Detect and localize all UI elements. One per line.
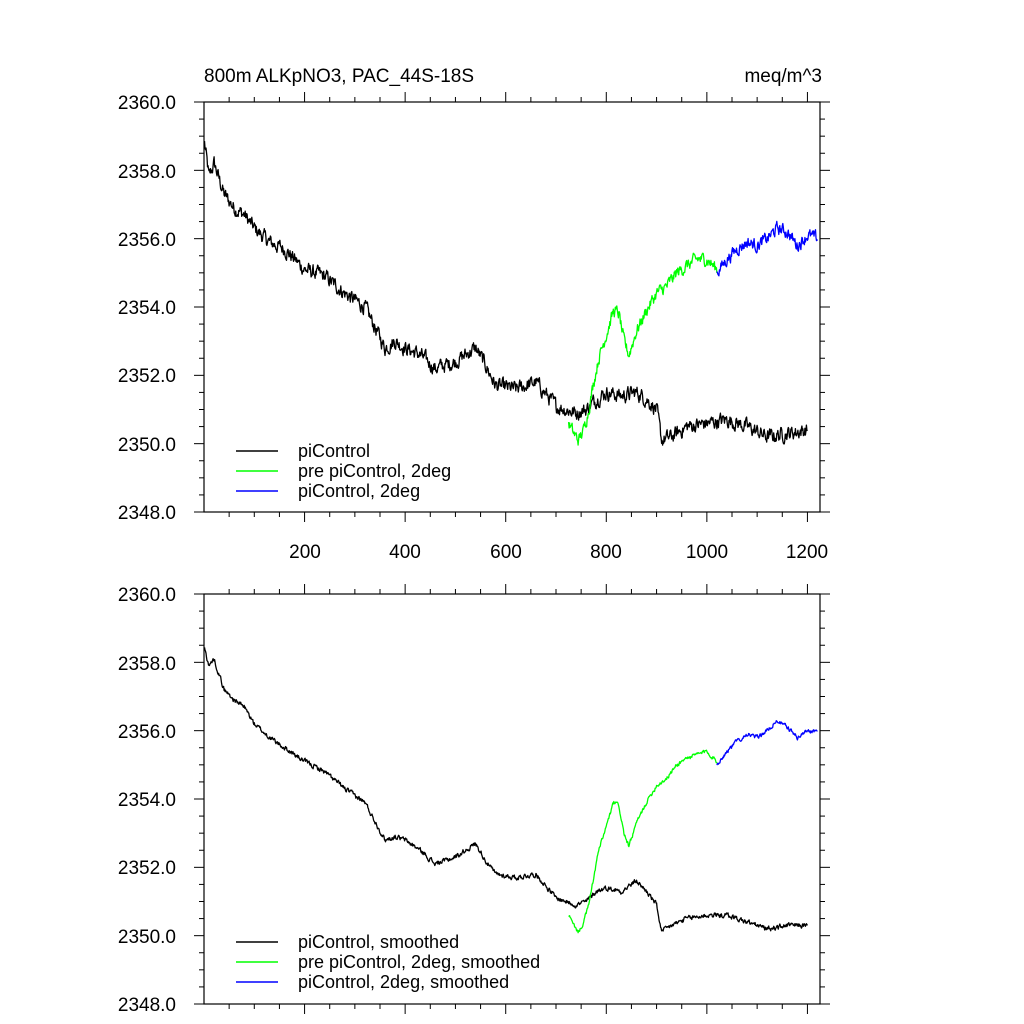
bottom-ytick-label: 2358.0 <box>118 654 176 675</box>
top-ytick-label: 2352.0 <box>118 366 176 387</box>
series-line-pre-picontrol-2deg-smoothed <box>568 749 718 934</box>
top-ytick-label: 2350.0 <box>118 435 176 456</box>
top-panel: 800m ALKpNO3, PAC_44S-18S meq/m^3 2348.0… <box>118 66 830 563</box>
top-ytick-label: 2356.0 <box>118 230 176 251</box>
top-series-layer <box>203 141 819 446</box>
bottom-ytick-label: 2356.0 <box>118 722 176 743</box>
legend-label-picontrol-2deg: piControl, 2deg <box>298 481 420 501</box>
top-ytick-label: 2358.0 <box>118 162 176 183</box>
series-line-pre-picontrol-2deg <box>567 252 718 446</box>
legend-label-picontrol-smoothed: piControl, smoothed <box>298 932 459 952</box>
top-ytick-label: 2348.0 <box>118 503 176 524</box>
top-ticks-layer <box>194 92 830 522</box>
series-line-picontrol <box>203 141 808 446</box>
bottom-y-tick-labels: 2348.0 2350.0 2352.0 2354.0 2356.0 2358.… <box>118 585 176 1016</box>
legend-label-picontrol: piControl <box>298 441 370 461</box>
legend-label-pre-picontrol-2deg: pre piControl, 2deg <box>298 461 451 481</box>
series-line-picontrol-smoothed <box>203 647 808 932</box>
top-xtick-label: 400 <box>389 542 421 563</box>
top-chart-title: 800m ALKpNO3, PAC_44S-18S <box>204 66 474 87</box>
bottom-plot-frame <box>203 593 821 1005</box>
top-ytick-label: 2360.0 <box>118 93 176 114</box>
top-xtick-label: 600 <box>490 542 522 563</box>
bottom-ytick-label: 2352.0 <box>118 858 176 879</box>
bottom-ytick-label: 2350.0 <box>118 927 176 948</box>
series-line-picontrol-2deg <box>716 220 819 277</box>
bottom-ytick-label: 2354.0 <box>118 790 176 811</box>
top-xtick-label: 1000 <box>686 542 728 563</box>
top-x-tick-labels: 200 400 600 800 1000 1200 <box>289 542 828 563</box>
top-xtick-label: 800 <box>590 542 622 563</box>
bottom-ytick-label: 2360.0 <box>118 585 176 606</box>
bottom-ytick-label: 2348.0 <box>118 995 176 1016</box>
bottom-panel: 2348.0 2350.0 2352.0 2354.0 2356.0 2358.… <box>118 584 830 1016</box>
bottom-legend: piControl, smoothed pre piControl, 2deg,… <box>236 932 540 992</box>
top-ytick-label: 2354.0 <box>118 298 176 319</box>
bottom-series-layer <box>203 647 818 934</box>
bottom-ticks-layer <box>194 584 830 1014</box>
legend-label-picontrol-2deg-smoothed: piControl, 2deg, smoothed <box>298 972 509 992</box>
top-xtick-label: 1200 <box>786 542 828 563</box>
top-xtick-label: 200 <box>289 542 321 563</box>
top-legend: piControl pre piControl, 2deg piControl,… <box>236 441 451 501</box>
top-y-tick-labels: 2348.0 2350.0 2352.0 2354.0 2356.0 2358.… <box>118 93 176 524</box>
legend-label-pre-picontrol-2deg-smoothed: pre piControl, 2deg, smoothed <box>298 952 540 972</box>
series-line-picontrol-2deg-smoothed <box>716 720 818 766</box>
top-chart-units: meq/m^3 <box>744 66 822 87</box>
top-plot-frame <box>203 101 821 513</box>
